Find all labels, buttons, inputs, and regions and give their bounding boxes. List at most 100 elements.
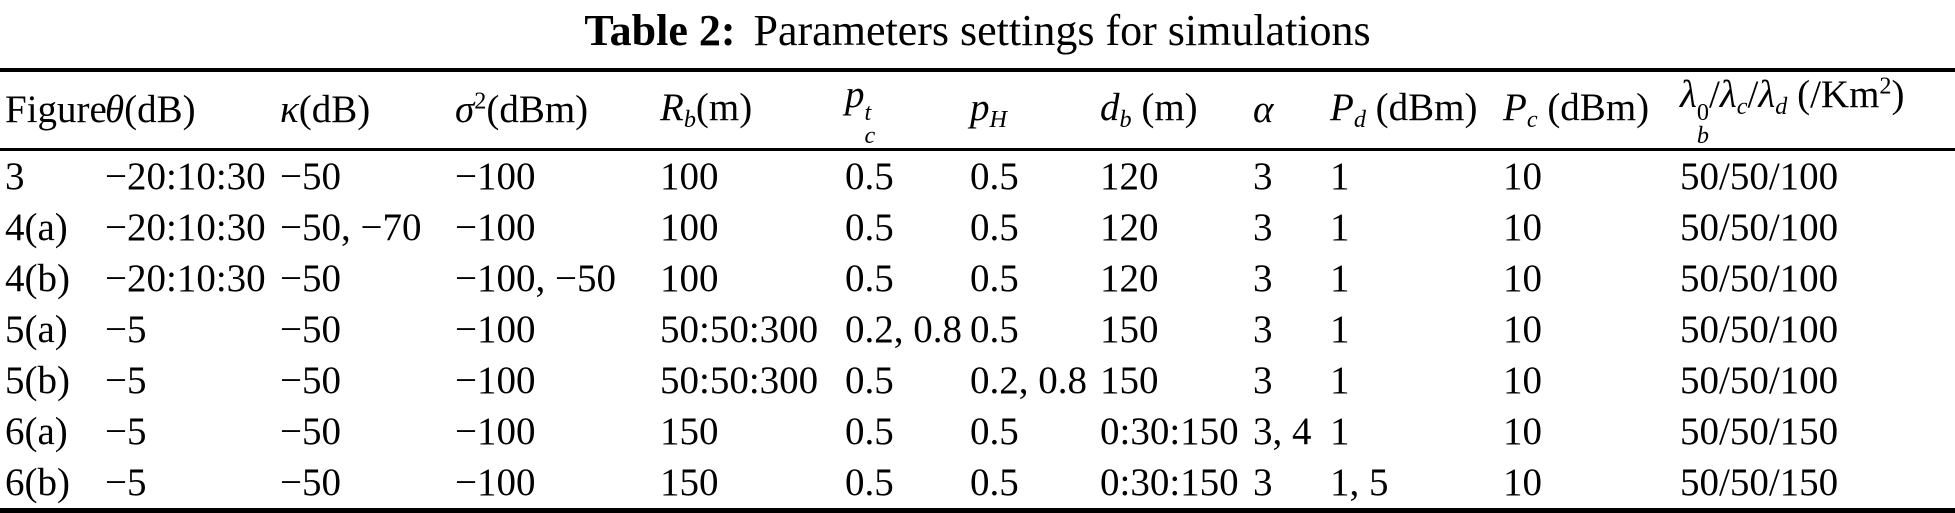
table-caption: Table 2: Parameters settings for simulati… bbox=[0, 0, 1955, 68]
cell-pct: 0.5 bbox=[845, 205, 894, 249]
cell-ph: 0.5 bbox=[970, 307, 1019, 351]
cell-ph: 0.5 bbox=[970, 409, 1019, 453]
column-header-rb: Rb(m) bbox=[660, 70, 845, 151]
cell-figure: 5(b) bbox=[5, 358, 70, 402]
cell-ph: 0.5 bbox=[970, 154, 1019, 198]
header-text-segment: θ bbox=[105, 88, 125, 132]
header-text-segment: σ bbox=[455, 88, 475, 132]
cell-theta: −5 bbox=[105, 358, 147, 402]
header-text-segment: λ bbox=[1719, 73, 1737, 116]
column-header-db: db (m) bbox=[1100, 70, 1253, 151]
cell-lambda: 50/50/100 bbox=[1680, 307, 1839, 351]
cell-ph: 0.2, 0.8 bbox=[970, 358, 1087, 402]
cell-pc: 10 bbox=[1503, 256, 1542, 300]
cell-sigma2: −100 bbox=[455, 460, 536, 504]
cell-alpha: 3 bbox=[1253, 205, 1273, 249]
cell-pc: 10 bbox=[1503, 358, 1542, 402]
subscript: b bbox=[1696, 121, 1709, 149]
cell-pc: 10 bbox=[1503, 307, 1542, 351]
column-header-kappa: κ(dB) bbox=[280, 70, 455, 151]
cell-kappa: −50 bbox=[280, 154, 341, 198]
cell-alpha: 3 bbox=[1253, 256, 1273, 300]
cell-pc: 10 bbox=[1503, 205, 1542, 249]
cell-rb: 100 bbox=[660, 256, 719, 300]
header-text-segment: (dB) bbox=[298, 88, 371, 132]
header-text-segment: (dBm) bbox=[1365, 86, 1478, 130]
column-header-theta: θ(dB) bbox=[105, 70, 280, 151]
cell-db: 150 bbox=[1100, 358, 1159, 402]
header-text-segment: b bbox=[1119, 106, 1132, 134]
cell-pd: 1 bbox=[1330, 358, 1350, 402]
header-text-segment: λ bbox=[1758, 73, 1776, 116]
column-header-pc: Pc (dBm) bbox=[1503, 70, 1680, 151]
superscript: t bbox=[864, 98, 872, 126]
cell-pct: 0.5 bbox=[845, 256, 894, 300]
header-text-segment: d bbox=[1775, 92, 1788, 120]
cell-rb: 150 bbox=[660, 460, 719, 504]
cell-kappa: −50 bbox=[280, 256, 341, 300]
column-header-pd: Pd (dBm) bbox=[1330, 70, 1503, 151]
subscript: c bbox=[864, 121, 876, 149]
column-header-figure: Figure bbox=[0, 70, 107, 151]
cell-pd: 1 bbox=[1330, 307, 1350, 351]
cell-db: 0:30:150 bbox=[1100, 409, 1239, 453]
table-caption-text: Parameters settings for simulations bbox=[753, 6, 1371, 55]
cell-pct: 0.5 bbox=[845, 358, 894, 402]
header-text-segment: Figure bbox=[5, 88, 107, 132]
header-text-segment: c bbox=[1526, 106, 1538, 134]
header-text-segment: P bbox=[1503, 86, 1527, 130]
cell-sigma2: −100 bbox=[455, 409, 536, 453]
cell-kappa: −50 bbox=[280, 460, 341, 504]
table-row: 3 −20:10:30 −50 −100 100 0.5 0.5 120 3 1 10 50/50/1… bbox=[0, 149, 1955, 202]
column-header-sigma2: σ2(dBm) bbox=[455, 70, 660, 151]
cell-alpha: 3 bbox=[1253, 460, 1273, 504]
header-text-segment: p bbox=[845, 73, 865, 116]
column-header-alpha: α bbox=[1253, 70, 1330, 151]
cell-figure: 4(a) bbox=[5, 205, 68, 249]
cell-db: 120 bbox=[1100, 205, 1159, 249]
cell-lambda: 50/50/100 bbox=[1680, 205, 1839, 249]
cell-pd: 1 bbox=[1330, 154, 1350, 198]
cell-ph: 0.5 bbox=[970, 460, 1019, 504]
header-text-segment: c bbox=[1736, 92, 1748, 120]
header-text-segment: b bbox=[683, 106, 696, 134]
cell-figure: 5(a) bbox=[5, 307, 68, 351]
header-text-segment: (/Km bbox=[1787, 73, 1880, 116]
cell-theta: −5 bbox=[105, 307, 147, 351]
cell-figure: 6(b) bbox=[5, 460, 70, 504]
cell-rb: 100 bbox=[660, 154, 719, 198]
header-text-segment: R bbox=[660, 86, 684, 130]
cell-pct: 0.5 bbox=[845, 460, 894, 504]
header-text-segment: d bbox=[1353, 106, 1366, 134]
header-text-segment: H bbox=[989, 106, 1007, 134]
cell-rb: 150 bbox=[660, 409, 719, 453]
cell-lambda: 50/50/100 bbox=[1680, 358, 1839, 402]
cell-pc: 10 bbox=[1503, 409, 1542, 453]
cell-lambda: 50/50/150 bbox=[1680, 460, 1839, 504]
cell-db: 120 bbox=[1100, 154, 1159, 198]
table-row: 5(b) −5 −50 −100 50:50:300 0.5 0.2, 0.8 150 3 1 10… bbox=[0, 355, 1955, 406]
cell-sigma2: −100 bbox=[455, 307, 536, 351]
cell-pct: 0.2, 0.8 bbox=[845, 307, 962, 351]
header-text-segment: p bbox=[970, 86, 990, 130]
superscript: 0 bbox=[1696, 98, 1709, 126]
cell-theta: −5 bbox=[105, 409, 147, 453]
cell-kappa: −50, −70 bbox=[280, 205, 422, 249]
cell-rb: 50:50:300 bbox=[660, 358, 819, 402]
cell-theta: −5 bbox=[105, 460, 147, 504]
header-text-segment: P bbox=[1330, 86, 1354, 130]
header-text-segment: (dBm) bbox=[486, 88, 589, 132]
cell-alpha: 3 bbox=[1253, 307, 1273, 351]
table-row: 5(a) −5 −50 −100 50:50:300 0.2, 0.8 0.5 150 3 1 10… bbox=[0, 304, 1955, 355]
cell-theta: −20:10:30 bbox=[105, 205, 266, 249]
cell-lambda: 50/50/100 bbox=[1680, 154, 1839, 198]
cell-rb: 50:50:300 bbox=[660, 307, 819, 351]
cell-pd: 1 bbox=[1330, 205, 1350, 249]
cell-lambda: 50/50/100 bbox=[1680, 256, 1839, 300]
cell-figure: 6(a) bbox=[5, 409, 68, 453]
header-text-segment: (dB) bbox=[124, 88, 196, 132]
